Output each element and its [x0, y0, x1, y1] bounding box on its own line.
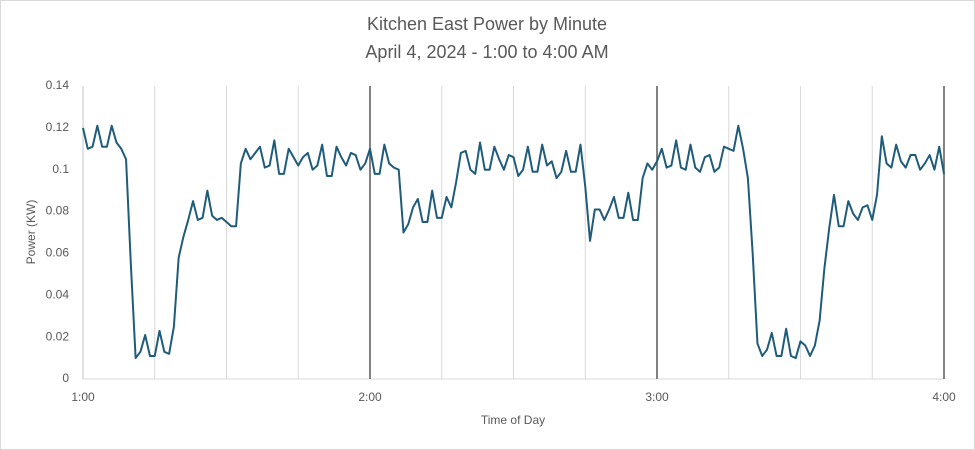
y-tick-label: 0.12: [46, 120, 70, 134]
data-line: [82, 124, 945, 360]
y-tick-label: 0.04: [46, 287, 70, 301]
x-tick-label: 2:00: [358, 390, 382, 404]
y-tick-label: 0.06: [46, 246, 70, 260]
chart-subtitle: April 4, 2024 - 1:00 to 4:00 AM: [365, 42, 608, 62]
x-tick-label: 3:00: [645, 390, 669, 404]
x-tick-label: 4:00: [932, 390, 956, 404]
y-axis-label: Power (KW): [24, 200, 38, 265]
y-tick-label: 0: [62, 371, 69, 385]
x-tick-label: 1:00: [71, 390, 95, 404]
y-tick-label: 0.02: [46, 329, 70, 343]
chart-title: Kitchen East Power by Minute: [367, 14, 607, 34]
x-axis-label: Time of Day: [481, 413, 545, 427]
y-tick-label: 0.08: [46, 204, 70, 218]
y-tick-label: 0.14: [46, 78, 70, 92]
y-tick-label: 0.1: [52, 162, 69, 176]
